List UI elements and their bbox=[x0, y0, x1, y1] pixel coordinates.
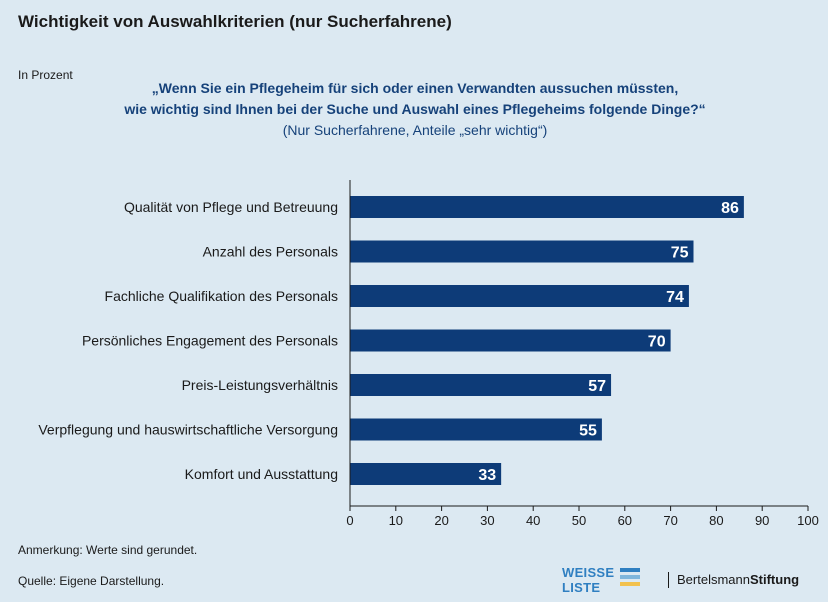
bar bbox=[350, 285, 689, 307]
source-note: Quelle: Eigene Darstellung. bbox=[18, 574, 165, 588]
x-tick-label: 80 bbox=[709, 513, 723, 528]
x-tick-label: 70 bbox=[663, 513, 677, 528]
question-line-1: „Wenn Sie ein Pflegeheim für sich oder e… bbox=[151, 80, 679, 96]
x-tick-label: 90 bbox=[755, 513, 769, 528]
data-label: 74 bbox=[666, 289, 684, 306]
x-tick-label: 40 bbox=[526, 513, 540, 528]
x-tick-label: 20 bbox=[434, 513, 448, 528]
x-tick-label: 10 bbox=[389, 513, 403, 528]
category-label: Verpflegung und hauswirtschaftliche Vers… bbox=[38, 422, 338, 438]
category-label: Qualität von Pflege und Betreuung bbox=[124, 199, 338, 215]
question-line-2: wie wichtig sind Ihnen bei der Suche und… bbox=[124, 101, 706, 117]
weisse-liste-logo: WEISSE LISTE bbox=[562, 565, 642, 595]
data-label: 70 bbox=[648, 334, 666, 351]
category-label: Komfort und Ausstattung bbox=[185, 466, 338, 482]
category-label: Persönliches Engagement des Personals bbox=[82, 333, 338, 349]
logo-text-liste: LISTE bbox=[562, 580, 601, 595]
bar bbox=[350, 418, 602, 441]
logo-stripe bbox=[620, 568, 640, 572]
data-label: 57 bbox=[588, 378, 606, 395]
logo-text-bertelsmann: Bertelsmann bbox=[677, 572, 750, 587]
unit-label: In Prozent bbox=[18, 68, 73, 82]
logo-stripes bbox=[620, 568, 640, 589]
category-label: Fachliche Qualifikation des Personals bbox=[105, 288, 338, 304]
data-label: 33 bbox=[478, 467, 496, 484]
x-tick-label: 50 bbox=[572, 513, 586, 528]
bar bbox=[350, 240, 694, 263]
bar bbox=[350, 463, 502, 485]
x-tick-label: 100 bbox=[797, 513, 819, 528]
logo-text-stiftung: Stiftung bbox=[749, 572, 800, 587]
category-label: Preis-Leistungsverhältnis bbox=[182, 377, 338, 393]
bar bbox=[350, 374, 612, 396]
question-subtitle: (Nur Sucherfahrene, Anteile „sehr wichti… bbox=[282, 122, 548, 138]
x-tick-label: 60 bbox=[618, 513, 632, 528]
logo-stripe bbox=[620, 582, 640, 586]
survey-question: „Wenn Sie ein Pflegeheim für sich oder e… bbox=[100, 78, 730, 141]
data-label: 86 bbox=[721, 200, 739, 217]
logo-stripe bbox=[620, 575, 640, 579]
logo-text-weisse: WEISSE bbox=[562, 565, 615, 580]
chart-title: Wichtigkeit von Auswahlkriterien (nur Su… bbox=[18, 12, 452, 31]
x-tick-label: 0 bbox=[346, 513, 353, 528]
bertelsmann-stiftung-logo: BertelsmannStiftung bbox=[668, 572, 799, 588]
data-label: 55 bbox=[579, 423, 597, 440]
footnote: Anmerkung: Werte sind gerundet. bbox=[18, 543, 198, 557]
x-tick-label: 30 bbox=[480, 513, 494, 528]
bar bbox=[350, 196, 744, 218]
bar bbox=[350, 329, 671, 352]
data-label: 75 bbox=[671, 245, 689, 262]
category-label: Anzahl des Personals bbox=[203, 244, 338, 260]
